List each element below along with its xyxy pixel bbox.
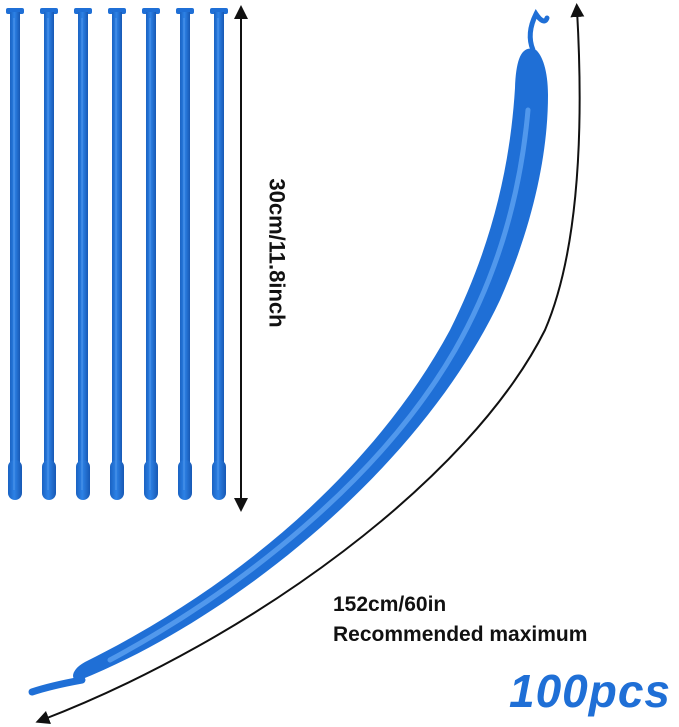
uninflated-balloon [40,8,58,500]
balloon-tail [28,676,86,696]
uninflated-balloon [176,8,194,500]
balloon-body [73,48,549,681]
inflated-length-text: 152cm/60in [333,593,447,616]
uninflated-balloon [74,8,92,500]
uninflated-length-label: 30cm/11.8inch [262,150,292,355]
uninflated-balloon [142,8,160,500]
quantity-label: 100pcs [508,665,671,717]
inflated-length-label: 152cm/60in Recommended maximum [333,590,587,650]
uninflated-balloon [6,8,24,500]
balloon-highlight [107,107,531,663]
inflated-note-text: Recommended maximum [333,623,588,646]
uninflated-balloon [210,8,228,500]
inflated-length-arrow [35,3,585,725]
uninflated-balloon [108,8,126,500]
uninflated-length-text: 30cm/11.8inch [265,177,290,328]
uninflated-balloons [6,8,228,500]
balloon-knot [527,9,550,53]
